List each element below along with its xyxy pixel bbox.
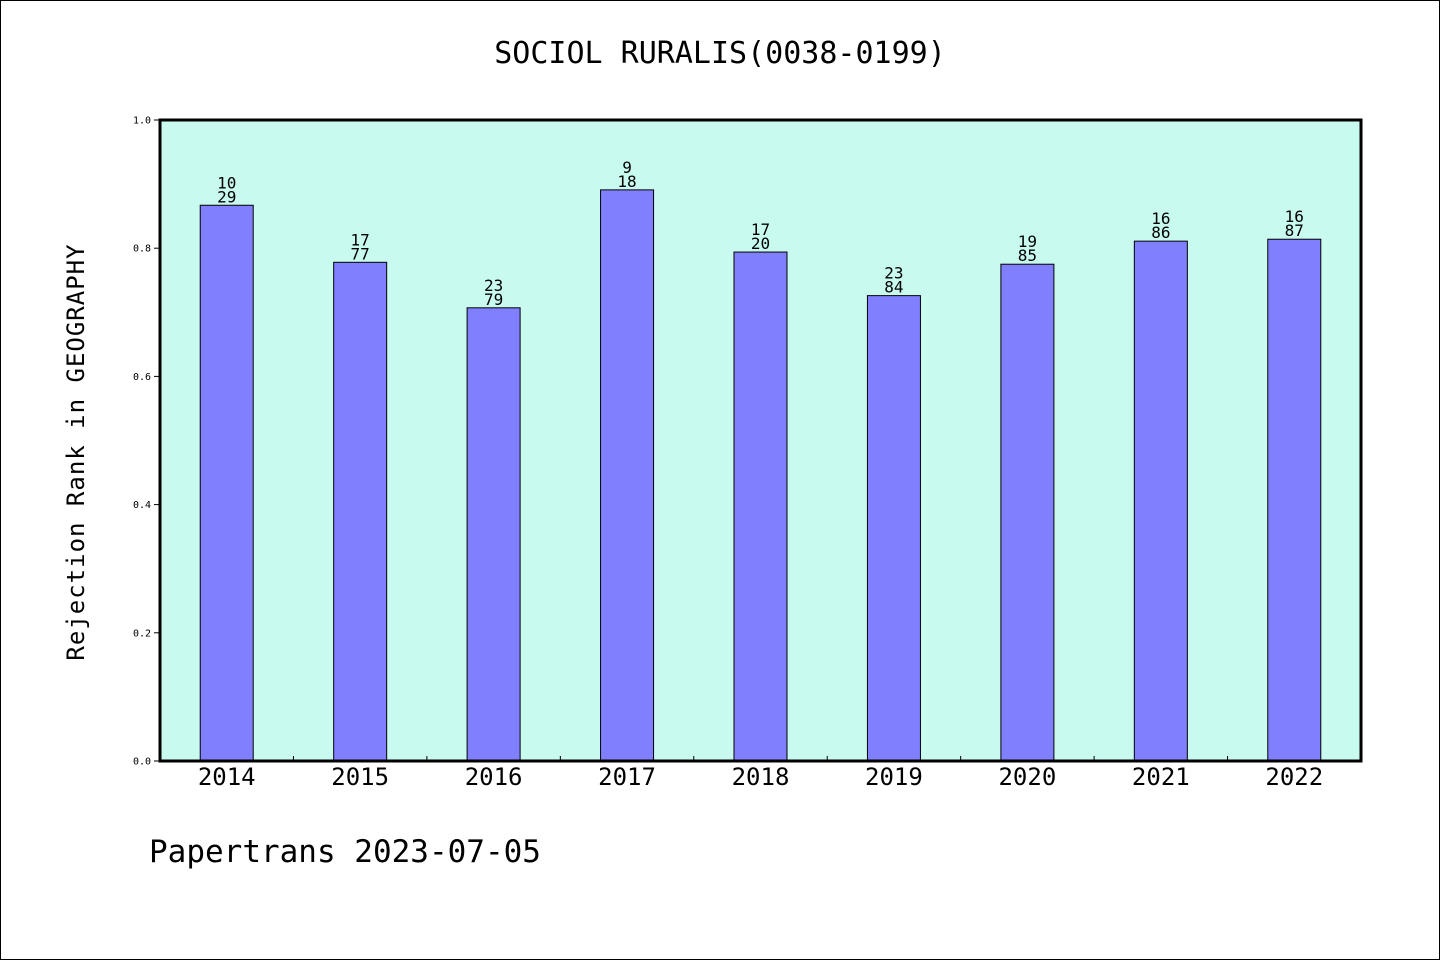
bar-2019: [866, 295, 921, 762]
data-label-upper: 17: [751, 220, 770, 239]
data-label-upper: 10: [217, 173, 236, 192]
data-label-upper: 16: [1285, 207, 1304, 226]
data-label-upper: 19: [1018, 232, 1037, 251]
x-tick-label: 2020: [998, 763, 1056, 791]
plot-border: [158, 118, 1363, 763]
data-label-upper: 17: [351, 230, 370, 249]
bar-2018: [733, 251, 788, 762]
data-label-lower: 77: [351, 244, 370, 263]
data-label-lower: 84: [884, 278, 903, 297]
y-tick-label: 0.0: [133, 757, 151, 768]
bar-2020: [1000, 263, 1055, 762]
bar-2017: [600, 189, 655, 762]
data-label-upper: 23: [484, 276, 503, 295]
x-tick-label: 2014: [198, 763, 256, 791]
x-tick-label: 2022: [1265, 763, 1323, 791]
x-tick-label: 2018: [732, 763, 790, 791]
x-tick-label: 2017: [598, 763, 656, 791]
data-label-upper: 23: [884, 264, 903, 283]
x-tick-label: 2021: [1132, 763, 1190, 791]
data-label-lower: 79: [484, 290, 503, 309]
data-label-lower: 20: [751, 234, 770, 253]
data-label-upper: 9: [622, 158, 632, 177]
y-tick-label: 0.8: [133, 244, 151, 255]
y-tick-label: 0.4: [133, 500, 151, 511]
bar-2022: [1267, 238, 1322, 762]
y-tick-label: 0.2: [133, 628, 151, 639]
bar-2021: [1133, 240, 1188, 762]
data-label-lower: 18: [617, 172, 636, 191]
x-tick-label: 2015: [331, 763, 389, 791]
y-tick-label: 1.0: [133, 116, 151, 127]
chart-title: SOCIOL RURALIS(0038-0199): [494, 36, 946, 71]
y-tick-label: 0.6: [133, 372, 151, 383]
bar-2015: [333, 261, 388, 762]
data-label-upper: 16: [1151, 209, 1170, 228]
data-label-lower: 87: [1285, 221, 1304, 240]
x-tick-label: 2016: [465, 763, 523, 791]
data-label-lower: 86: [1151, 223, 1170, 242]
footer-note: Papertrans 2023-07-05: [149, 834, 541, 870]
bar-2014: [199, 204, 254, 762]
bar-2016: [466, 307, 521, 762]
data-label-lower: 85: [1018, 246, 1037, 265]
x-tick-label: 2019: [865, 763, 923, 791]
data-label-lower: 29: [217, 187, 236, 206]
